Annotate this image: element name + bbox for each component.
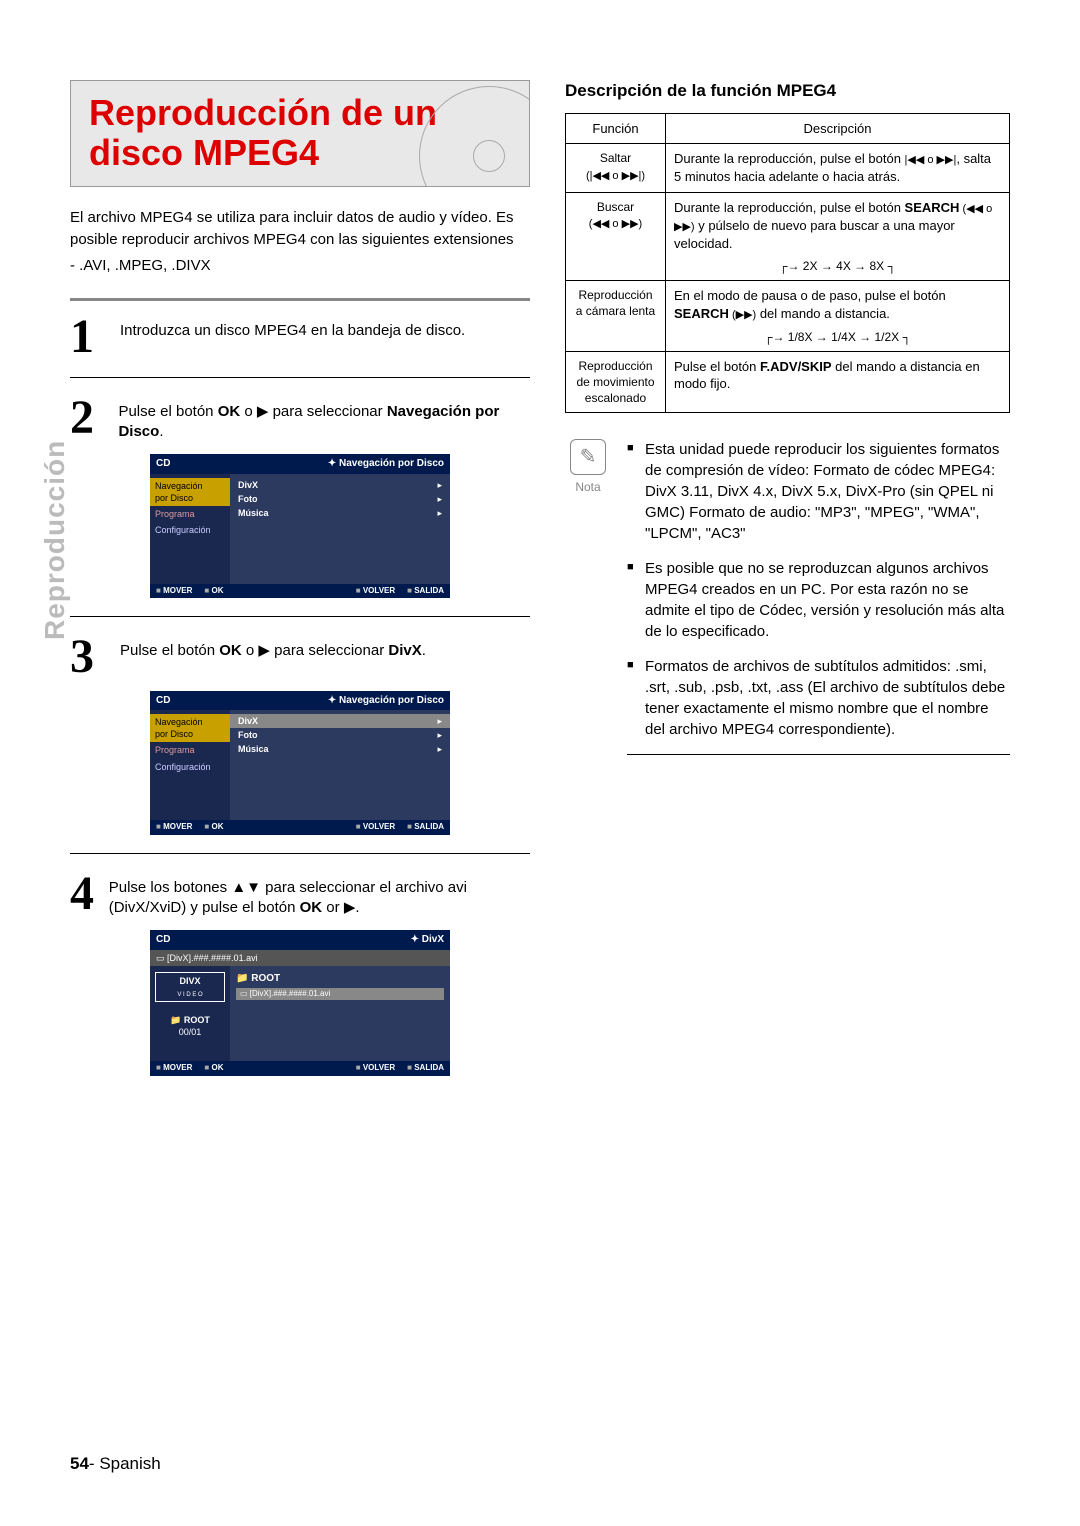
function-desc: Durante la reproducción, pulse el botón … [666,192,1010,280]
table-row: Buscar(◀◀ o ▶▶) Durante la reproducción,… [566,192,1010,280]
function-table-title: Descripción de la función MPEG4 [565,80,1010,103]
separator [70,616,530,617]
separator [70,377,530,378]
step-text: Pulse el botón OK o ▶ para seleccionar D… [120,635,426,678]
note-item: Formatos de archivos de subtítulos admit… [627,656,1010,740]
function-name: Saltar(|◀◀ o ▶▶|) [566,144,666,192]
note-item: Esta unidad puede reproducir los siguien… [627,439,1010,544]
function-name: Reproducción de movimiento escalonado [566,351,666,413]
table-header: Función [566,113,666,144]
intro-text: El archivo MPEG4 se utiliza para incluir… [70,207,530,276]
osd-screenshot-3: CD✦ DivX ▭ [DivX].###.####.01.avi DIVXV … [150,930,450,1075]
table-row: Reproducción a cámara lenta En el modo d… [566,281,1010,352]
note-block: ✎ Nota Esta unidad puede reproducir los … [565,439,1010,755]
right-column: Descripción de la función MPEG4 Función … [565,80,1010,1076]
step-text: Pulse el botón OK o ▶ para seleccionar N… [118,396,530,443]
separator [627,754,1010,755]
step-text: Pulse los botones ▲▼ para seleccionar el… [109,872,530,919]
osd-screenshot-1: CD✦ Navegación por Disco Navegaciónpor D… [150,454,450,598]
title-box: Reproducción de un disco MPEG4 [70,80,530,187]
step-number: 1 [70,315,106,358]
note-list: Esta unidad puede reproducir los siguien… [627,439,1010,755]
function-name: Buscar(◀◀ o ▶▶) [566,192,666,280]
osd-screenshot-2: CD✦ Navegación por Disco Navegaciónpor D… [150,691,450,835]
function-name: Reproducción a cámara lenta [566,281,666,352]
note-label: Nota [565,479,611,495]
left-column: Reproducción de un disco MPEG4 El archiv… [70,80,530,1076]
table-header-row: Función Descripción [566,113,1010,144]
separator [70,298,530,301]
note-icon: ✎ [570,439,606,475]
table-header: Descripción [666,113,1010,144]
function-desc: Pulse el botón F.ADV/SKIP del mando a di… [666,351,1010,413]
step-number: 4 [70,872,95,919]
table-row: Reproducción de movimiento escalonado Pu… [566,351,1010,413]
step-number: 2 [70,396,104,443]
separator [70,853,530,854]
note-item: Es posible que no se reproduzcan algunos… [627,558,1010,642]
step-4: 4 Pulse los botones ▲▼ para seleccionar … [70,872,530,919]
function-table: Función Descripción Saltar(|◀◀ o ▶▶|) Du… [565,113,1010,414]
step-1: 1 Introduzca un disco MPEG4 en la bandej… [70,315,530,358]
page-footer: 54- Spanish [70,1453,161,1476]
step-2: 2 Pulse el botón OK o ▶ para seleccionar… [70,396,530,443]
function-desc: En el modo de pausa o de paso, pulse el … [666,281,1010,352]
step-text: Introduzca un disco MPEG4 en la bandeja … [120,315,465,358]
table-row: Saltar(|◀◀ o ▶▶|) Durante la reproducció… [566,144,1010,192]
page-content: Reproducción de un disco MPEG4 El archiv… [70,80,1010,1076]
step-number: 3 [70,635,106,678]
function-desc: Durante la reproducción, pulse el botón … [666,144,1010,192]
section-side-label: Reproducción [36,440,74,640]
step-3: 3 Pulse el botón OK o ▶ para seleccionar… [70,635,530,678]
